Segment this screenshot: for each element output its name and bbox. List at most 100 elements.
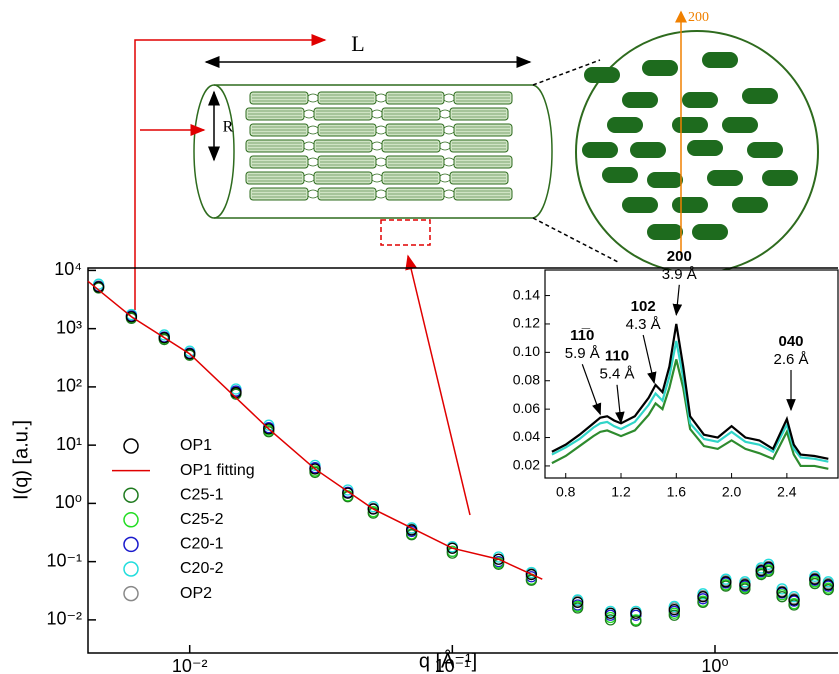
direction-label: 200 (688, 10, 709, 25)
data-point (788, 591, 800, 603)
radius-label: R (223, 119, 234, 136)
data-point (184, 348, 196, 360)
data-point (739, 576, 751, 588)
tie-chain (375, 157, 387, 167)
data-point (263, 423, 275, 435)
data-point (776, 583, 788, 595)
x-tick-label: 2.0 (722, 484, 742, 500)
y-tick-label: 0.04 (513, 428, 540, 444)
inset-line (551, 359, 829, 470)
fit-line (87, 280, 543, 580)
peak-label: 11̅0 (570, 327, 594, 344)
rod (762, 170, 798, 186)
data-point (739, 583, 751, 595)
data-point (739, 579, 751, 591)
rod (722, 117, 758, 133)
tie-chain (307, 93, 319, 103)
tie-chain (371, 109, 383, 119)
y-tick-label: 10⁰ (55, 492, 82, 512)
data-point (630, 615, 642, 627)
y-tick-label: 10³ (56, 317, 82, 337)
y-tick-label: 0.14 (513, 286, 540, 302)
y-tick-label: 10⁴ (54, 259, 82, 279)
data-point (263, 426, 275, 438)
axis-frame (87, 267, 838, 654)
tie-chain (375, 93, 387, 103)
legend-label: C20-1 (180, 536, 224, 553)
peak-spacing: 3.9 Å (662, 266, 697, 283)
peak-label: 102 (631, 298, 656, 315)
tie-chain (375, 125, 387, 135)
rod (692, 224, 728, 240)
rod (647, 224, 683, 240)
legend-swatch (123, 512, 139, 528)
rod (672, 117, 708, 133)
data-point (309, 463, 321, 475)
data-point (762, 565, 775, 578)
legend-label: OP1 fitting (180, 462, 255, 479)
data-point (572, 596, 584, 608)
schematic: L R 200 (134, 10, 819, 516)
y-tick-label: 0.12 (513, 315, 540, 331)
lamellae (245, 91, 513, 201)
data-point (697, 596, 709, 608)
data-point (720, 580, 732, 592)
data-point (788, 599, 800, 611)
data-point (668, 603, 680, 616)
tie-chain (303, 109, 315, 119)
legend-swatch (123, 536, 139, 553)
rod (607, 117, 643, 133)
peak-spacing: 5.4 Å (599, 366, 634, 383)
data-point (446, 542, 458, 554)
peak-arrow (615, 384, 625, 424)
tie-chain (307, 157, 319, 167)
tie-chain (439, 173, 451, 183)
data-point (525, 574, 538, 586)
data-point (822, 579, 834, 591)
data-point (755, 565, 767, 577)
x-axis-title: q [Å⁻¹] (419, 649, 477, 672)
data-point (762, 558, 775, 570)
rod (582, 142, 618, 158)
y-tick-label: 10⁻² (46, 609, 82, 629)
data-point (809, 573, 821, 585)
y-tick-label: 0.10 (513, 343, 540, 359)
legend-label: OP1 (180, 437, 212, 454)
x-tick-label: 2.4 (777, 484, 797, 500)
legend-label: C25-1 (180, 486, 224, 503)
inset-line (551, 323, 829, 460)
data-point (788, 594, 800, 606)
rod (630, 142, 666, 158)
rod (672, 197, 708, 213)
legend-label: C20-2 (180, 560, 224, 577)
data-point (604, 607, 617, 619)
tie-chain (439, 109, 451, 119)
rod (687, 140, 723, 156)
data-point (755, 562, 767, 574)
rod (602, 167, 638, 183)
tie-chain (371, 141, 383, 151)
x-tick-label: 1.2 (611, 484, 631, 500)
data-point (492, 553, 505, 565)
peak-label: 110 (605, 348, 629, 365)
red-arrow (405, 254, 471, 516)
tie-chain (443, 125, 455, 135)
tie-chain (307, 125, 319, 135)
peak-arrow (581, 364, 602, 416)
tie-chain (307, 189, 319, 199)
tie-chain (443, 189, 455, 199)
data-point (125, 311, 138, 323)
tie-chain (439, 141, 451, 151)
y-tick-label: 10² (56, 376, 82, 396)
data-point (809, 577, 821, 590)
length-label: L (351, 31, 364, 56)
data-point (776, 591, 788, 603)
legend-swatch (123, 438, 139, 454)
rod (647, 172, 683, 188)
y-tick-label: 0.06 (513, 400, 540, 416)
x-tick-label: 10⁰ (701, 656, 728, 674)
data-point (720, 576, 732, 588)
red-arrow (134, 34, 327, 310)
y-tick-label: 0.08 (513, 371, 540, 387)
legend-swatch (123, 585, 139, 602)
